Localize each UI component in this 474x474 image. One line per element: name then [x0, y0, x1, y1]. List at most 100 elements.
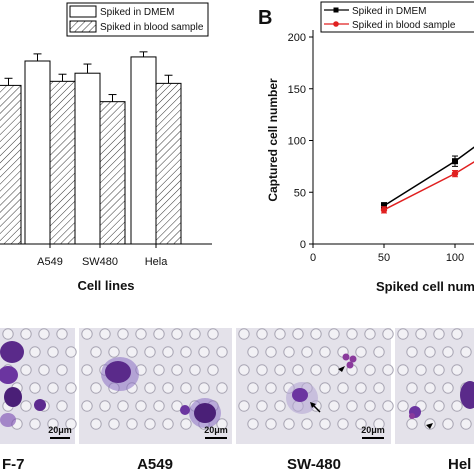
pore	[99, 328, 111, 340]
panel-b-letter: B	[258, 7, 272, 29]
pore	[47, 382, 59, 394]
blood-cell	[409, 413, 415, 419]
bar-a549-dmem	[24, 60, 51, 245]
bar-sw480-blood	[99, 101, 126, 245]
pore	[364, 364, 376, 376]
micrograph-label-sw480: SW-480	[287, 456, 341, 473]
blood-cell	[349, 355, 357, 363]
pore	[451, 400, 463, 412]
pore	[283, 346, 295, 358]
pore	[256, 328, 268, 340]
cell-stained	[34, 399, 46, 411]
arrow-icon	[310, 402, 316, 408]
panel-b-legend: Spiked in DMEM Spiked in blood sample	[320, 1, 474, 33]
pore	[189, 328, 201, 340]
cell-stained	[0, 366, 18, 384]
pore	[180, 418, 192, 430]
pore	[328, 364, 340, 376]
bar-a549-blood	[49, 80, 76, 245]
legend-marker-dmem	[333, 7, 339, 13]
pore	[56, 328, 68, 340]
panel-b-series	[380, 146, 474, 214]
pore	[108, 346, 120, 358]
pore	[162, 382, 174, 394]
pore	[433, 364, 445, 376]
pore	[247, 382, 259, 394]
pore	[144, 418, 156, 430]
pore	[433, 328, 445, 340]
pore	[247, 418, 259, 430]
pore	[56, 364, 68, 376]
pore	[355, 346, 367, 358]
data-point	[451, 170, 459, 177]
bar-hela-blood	[155, 82, 182, 245]
pore	[382, 364, 394, 376]
panel-a-x-ticks: A549 SW480 Hela	[37, 244, 169, 268]
pore	[355, 382, 367, 394]
pore	[451, 364, 463, 376]
pore	[256, 400, 268, 412]
cell-stained	[460, 381, 474, 409]
pore	[153, 364, 165, 376]
scale-bar-label: 20μm	[48, 425, 72, 435]
x-tick-label: Hela	[145, 256, 169, 268]
pore	[415, 364, 427, 376]
pore	[153, 400, 165, 412]
pore	[373, 418, 385, 430]
micrograph-strip: 20μm 20μm 20μm	[0, 328, 474, 473]
pore	[256, 364, 268, 376]
pore	[216, 346, 228, 358]
pore	[292, 364, 304, 376]
pore	[38, 364, 50, 376]
pore	[207, 328, 219, 340]
panel-a-x-axis-label: Cell lines	[77, 278, 134, 293]
pore	[319, 346, 331, 358]
blood-cell	[342, 353, 350, 361]
pore	[47, 418, 59, 430]
pore	[406, 382, 418, 394]
pore	[424, 382, 436, 394]
cell-stained	[0, 341, 24, 363]
pore	[415, 328, 427, 340]
pore	[433, 400, 445, 412]
panel-b-legend-box	[320, 1, 474, 33]
x-tick-label: A549	[37, 256, 63, 268]
y-tick-label: 100	[288, 136, 306, 148]
pore	[328, 328, 340, 340]
pore	[135, 328, 147, 340]
cell-nucleus	[105, 361, 131, 383]
pore	[153, 328, 165, 340]
pore	[20, 328, 32, 340]
pore	[364, 400, 376, 412]
pore	[189, 364, 201, 376]
pore	[274, 400, 286, 412]
pore	[162, 346, 174, 358]
pore	[65, 418, 77, 430]
cell-stained	[180, 405, 190, 415]
pore	[292, 328, 304, 340]
pore	[144, 382, 156, 394]
pore	[29, 346, 41, 358]
micrograph-mcf7: 20μm	[0, 328, 77, 444]
pore	[56, 400, 68, 412]
pore	[171, 328, 183, 340]
series-line-dmem	[383, 146, 474, 207]
pore	[265, 346, 277, 358]
pore	[65, 382, 77, 394]
pore	[424, 346, 436, 358]
legend-label-blood: Spiked in blood sample	[100, 22, 204, 33]
pore	[319, 382, 331, 394]
panel-b-line-chart: B 0 50 100 150 200 0 50 100 Captured cell numb…	[258, 1, 474, 294]
pore	[81, 400, 93, 412]
pore	[38, 328, 50, 340]
micrograph-label-mcf7: F-7	[2, 456, 25, 473]
micrograph-label-a549: A549	[137, 456, 173, 473]
pore	[117, 400, 129, 412]
pore	[29, 418, 41, 430]
cell-stained	[0, 413, 16, 427]
legend-b-label-blood: Spiked in blood sample	[352, 20, 456, 31]
pore	[126, 418, 138, 430]
membrane-pores	[81, 328, 228, 430]
bar-mcf7-blood	[0, 84, 22, 245]
panel-b-y-ticks: 0 50 100 150 200	[288, 32, 313, 251]
